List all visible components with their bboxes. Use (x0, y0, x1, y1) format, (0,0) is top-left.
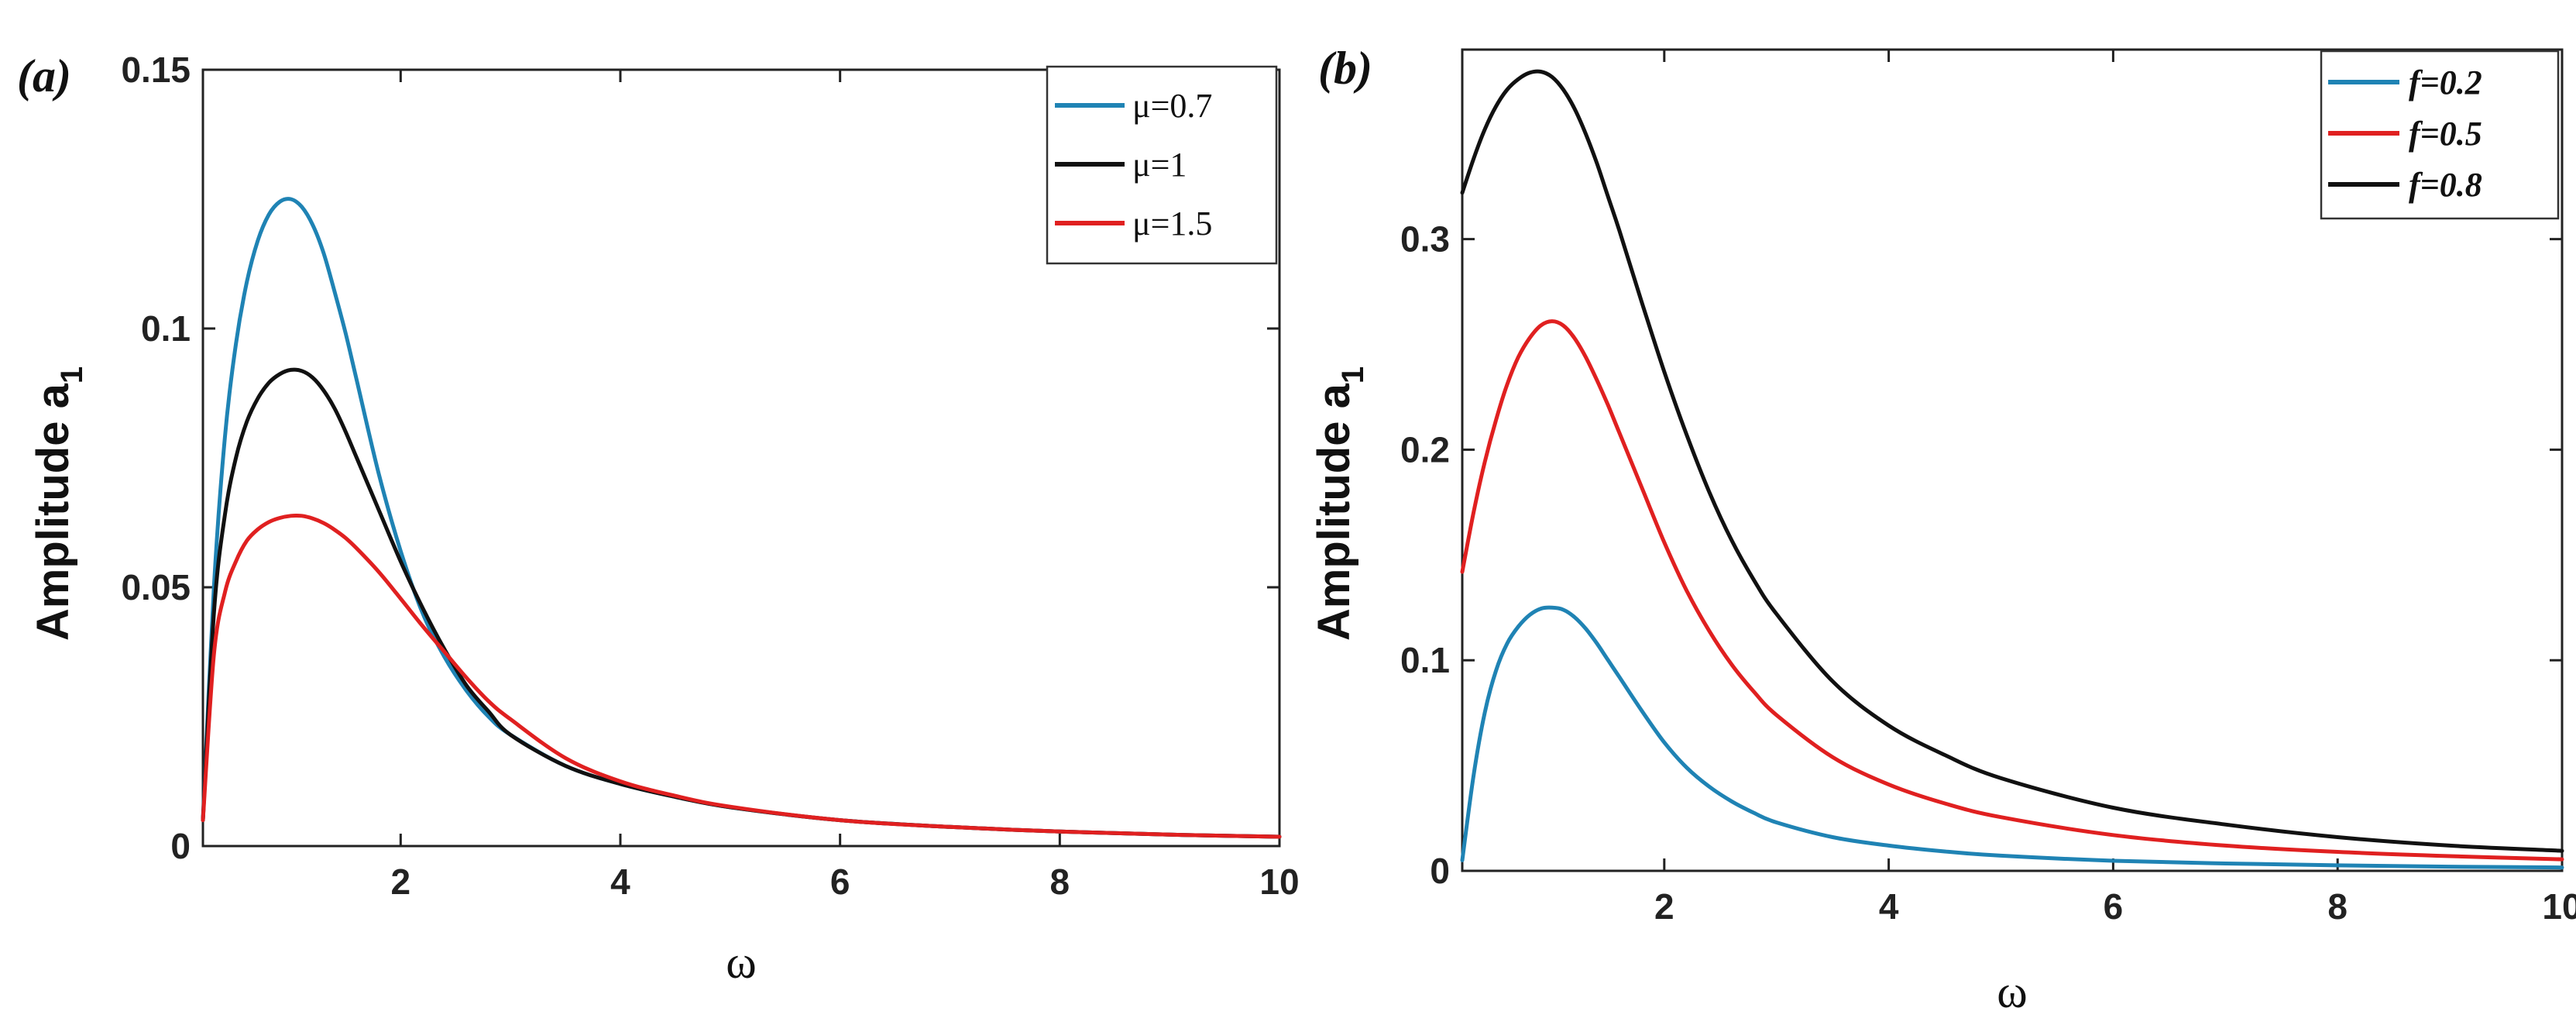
legend-label-mu-1: μ=1 (1132, 146, 1187, 184)
panel-b-legend: f=0.2 f=0.5 f=0.8 (2320, 50, 2560, 220)
panel-b-y-axis-label: Amplitude a1 (1309, 366, 1370, 641)
panel-b-lines (1460, 69, 2564, 870)
panel-b-y-ticks: 0 0.1 0.2 0.3 (1400, 219, 2562, 891)
y-tick-label: 0 (1430, 851, 1450, 891)
panel-a-x-axis-label: ω (726, 937, 757, 988)
x-tick-label: 2 (1654, 886, 1674, 927)
panel-a-label: (a) (17, 50, 71, 101)
panel-a-y-ticks: 0 0.05 0.1 0.15 (121, 50, 1279, 866)
y-tick-label: 0.3 (1400, 219, 1450, 260)
panel-b-x-axis-label: ω (1997, 966, 2028, 1017)
legend-label-f-0-8: f=0.8 (2409, 166, 2482, 204)
y-tick-label: 0 (170, 826, 191, 866)
x-tick-label: 8 (2327, 886, 2348, 927)
panel-b-label: (b) (1318, 43, 1372, 94)
y-tick-label: 0.1 (1400, 640, 1450, 680)
y-tick-label: 0.1 (141, 308, 191, 349)
legend-label-f-0-5: f=0.5 (2409, 115, 2482, 153)
x-tick-label: 10 (2542, 886, 2576, 927)
x-tick-label: 8 (1050, 862, 1070, 902)
series-line-b-2 (1460, 69, 2564, 853)
series-line-b-1 (1460, 319, 2564, 862)
x-tick-label: 2 (391, 862, 411, 902)
panel-a-lines (201, 197, 1282, 839)
y-tick-label: 0.05 (121, 567, 191, 607)
series-line-a-2 (201, 513, 1282, 839)
y-tick-label: 0.2 (1400, 429, 1450, 470)
panel-b: (b) 0 0.1 0.2 0.3 2 4 6 8 10 ω Amplitude a1 f=0… (1309, 43, 2576, 1017)
x-tick-label: 10 (1259, 862, 1299, 902)
panel-a-y-axis-label: Amplitude a1 (28, 366, 89, 641)
x-tick-label: 6 (2104, 886, 2124, 927)
x-tick-label: 6 (830, 862, 850, 902)
x-tick-label: 4 (610, 862, 630, 902)
panel-a-x-ticks: 2 4 6 8 10 (391, 70, 1300, 902)
panel-a: (a) 0 0.05 0.1 0.15 2 4 6 8 10 ω Amplitude a1 μ… (17, 50, 1300, 988)
x-tick-label: 4 (1879, 886, 1899, 927)
series-line-b-0 (1460, 605, 2564, 870)
panel-a-legend: μ=0.7 μ=1 μ=1.5 (1046, 65, 1278, 265)
panel-b-x-ticks: 2 4 6 8 10 (1654, 50, 2576, 927)
y-tick-label: 0.15 (121, 50, 191, 90)
legend-label-f-0-2: f=0.2 (2409, 64, 2482, 101)
legend-label-mu-0-7: μ=0.7 (1132, 87, 1212, 125)
legend-label-mu-1-5: μ=1.5 (1132, 205, 1212, 243)
